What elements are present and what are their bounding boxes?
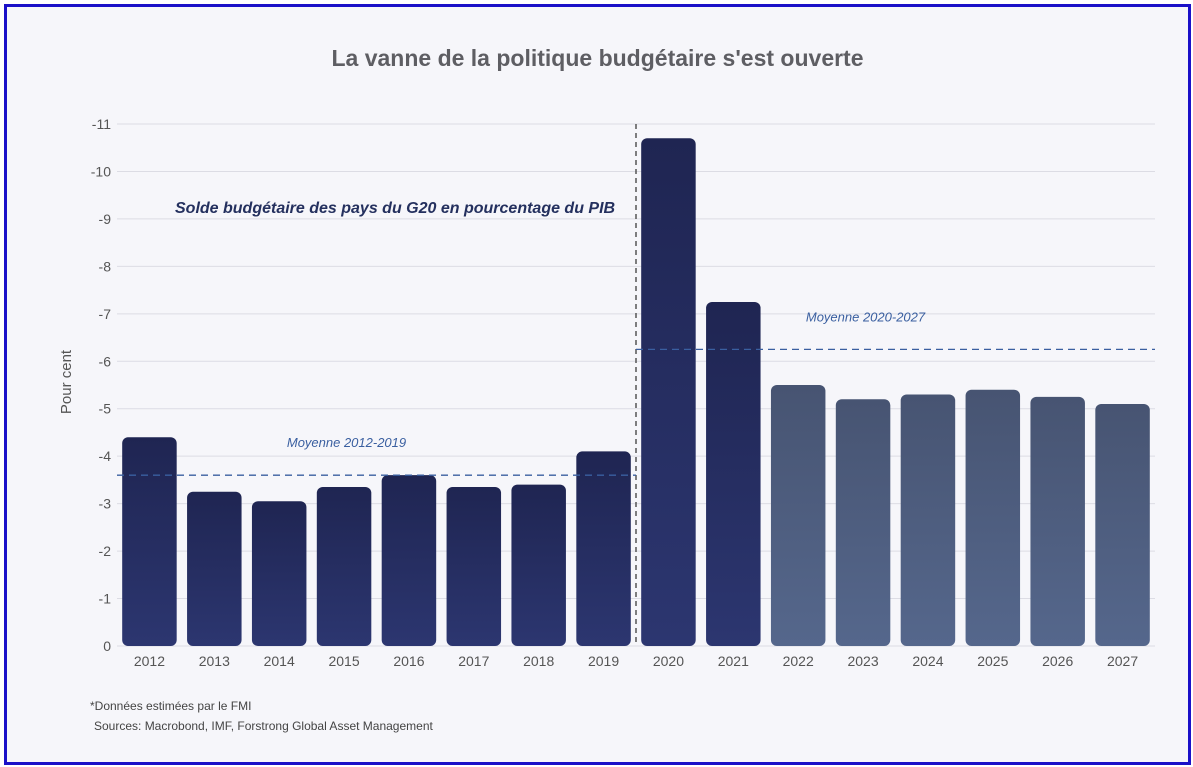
y-tick-label: -3: [99, 496, 112, 512]
y-tick-label: -2: [99, 543, 112, 559]
x-tick-label: 2017: [458, 653, 489, 669]
bar-2015: [316, 487, 372, 646]
bar-2013: [187, 491, 242, 646]
x-tick-label: 2015: [328, 653, 359, 669]
average-label: Moyenne 2020-2027: [806, 309, 926, 324]
y-tick-label: -7: [99, 306, 112, 322]
x-tick-label: 2019: [588, 653, 619, 669]
x-tick-label: 2023: [847, 653, 878, 669]
y-tick-label: -11: [92, 116, 111, 132]
sources-note: Sources: Macrobond, IMF, Forstrong Globa…: [94, 719, 433, 733]
x-tick-label: 2014: [264, 653, 295, 669]
x-tick-label: 2016: [393, 653, 424, 669]
chart-subtitle: Solde budgétaire des pays du G20 en pour…: [175, 200, 615, 217]
average-label: Moyenne 2012-2019: [287, 435, 406, 450]
bar-2022: [770, 385, 826, 646]
x-axis-ticks: 2012 2013 2014 2015 2016 2017 2018 2019 2020 2021…: [134, 653, 1138, 669]
x-tick-label: 2020: [653, 653, 684, 669]
y-tick-label: -6: [99, 353, 112, 369]
y-tick-label: 0: [103, 638, 111, 654]
bar-2025: [965, 389, 1021, 646]
y-tick-label: -10: [91, 163, 111, 179]
bar-2026: [1030, 396, 1085, 646]
y-axis-label: Pour cent: [58, 349, 75, 414]
estimate-note: *Données estimées par le FMI: [90, 699, 252, 713]
x-tick-label: 2026: [1042, 653, 1073, 669]
overlays: Moyenne 2012-2019 Moyenne 2020-2027: [117, 124, 1155, 646]
bar-2016: [381, 475, 437, 646]
bar-2018: [511, 484, 566, 646]
y-tick-label: -1: [99, 591, 112, 607]
y-tick-label: -9: [99, 211, 112, 227]
x-tick-label: 2012: [134, 653, 165, 669]
bar-2019: [576, 451, 631, 646]
x-tick-label: 2021: [718, 653, 749, 669]
x-tick-label: 2013: [199, 653, 230, 669]
x-tick-label: 2018: [523, 653, 554, 669]
x-tick-label: 2025: [977, 653, 1008, 669]
bar-2020: [641, 138, 696, 646]
x-tick-label: 2022: [783, 653, 814, 669]
y-tick-label: -4: [99, 448, 112, 464]
bar-2021: [706, 301, 761, 646]
bar-2023: [835, 399, 891, 646]
x-tick-label: 2024: [912, 653, 943, 669]
chart-title: La vanne de la politique budgétaire s'es…: [331, 45, 864, 71]
x-tick-label: 2027: [1107, 653, 1138, 669]
bar-2012: [122, 437, 177, 646]
bar-2014: [251, 501, 307, 646]
y-axis-ticks: 0 -1 -2 -3 -4 -5 -6 -7 -8 -9 -10 -11: [91, 116, 111, 654]
bar-chart: 0-1-2-3-4-5-6-7-8-9-10-11 2012 2013 2014 20…: [58, 116, 1155, 669]
bar-2024: [900, 394, 956, 646]
y-tick-label: -5: [99, 401, 112, 417]
bar-2027: [1095, 403, 1150, 646]
bar-2017: [446, 487, 502, 646]
chart-frame: La vanne de la politique budgétaire s'es…: [4, 4, 1191, 765]
y-tick-label: -8: [99, 258, 112, 274]
bars: [122, 138, 1150, 646]
